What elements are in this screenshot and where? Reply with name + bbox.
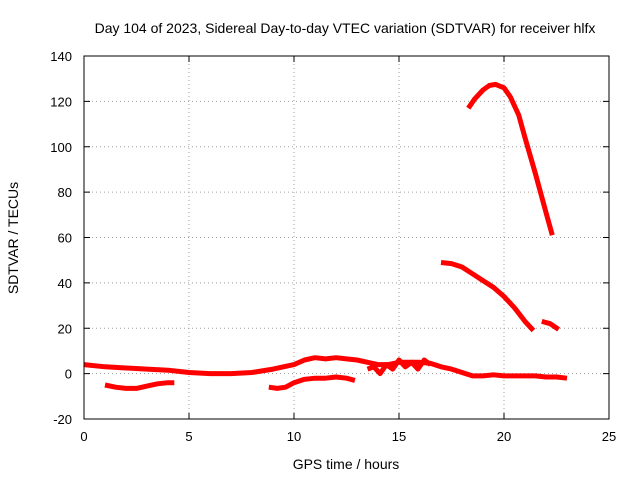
series-layer xyxy=(83,81,568,391)
y-tick-label: 60 xyxy=(58,231,72,246)
y-tick-label: 20 xyxy=(58,321,72,336)
series-line-track-3 xyxy=(268,374,356,391)
series-line-track-1 xyxy=(83,355,568,381)
grid xyxy=(84,56,609,419)
y-tick-label: 140 xyxy=(50,49,72,64)
x-tick-label: 25 xyxy=(602,429,616,444)
series-line-track-2 xyxy=(104,380,175,391)
x-axis-label: GPS time / hours xyxy=(293,456,400,472)
x-tick-label: 5 xyxy=(185,429,192,444)
x-tick-label: 20 xyxy=(497,429,511,444)
tick-marks xyxy=(83,55,610,420)
y-tick-label: 100 xyxy=(50,140,72,155)
chart-title: Day 104 of 2023, Sidereal Day-to-day VTE… xyxy=(95,20,596,36)
y-tick-label: -20 xyxy=(53,412,72,427)
series-line-track-4 xyxy=(366,357,432,377)
y-axis-label: SDTVAR / TECUs xyxy=(5,182,21,294)
series-line-track-5 xyxy=(466,81,555,236)
series-line-track-7 xyxy=(541,318,561,332)
plot-frame xyxy=(83,55,610,420)
series-line-track-6 xyxy=(440,260,536,333)
y-tick-label: 80 xyxy=(58,185,72,200)
x-tick-label: 0 xyxy=(80,429,87,444)
y-tick-label: 120 xyxy=(50,94,72,109)
x-tick-label: 15 xyxy=(392,429,406,444)
y-tick-label: 40 xyxy=(58,276,72,291)
tick-labels: 0 5 10 15 20 25 -20 0 20 40 60 80 100 120 140 xyxy=(50,49,616,444)
x-tick-label: 10 xyxy=(287,429,301,444)
y-tick-label: 0 xyxy=(65,367,72,382)
